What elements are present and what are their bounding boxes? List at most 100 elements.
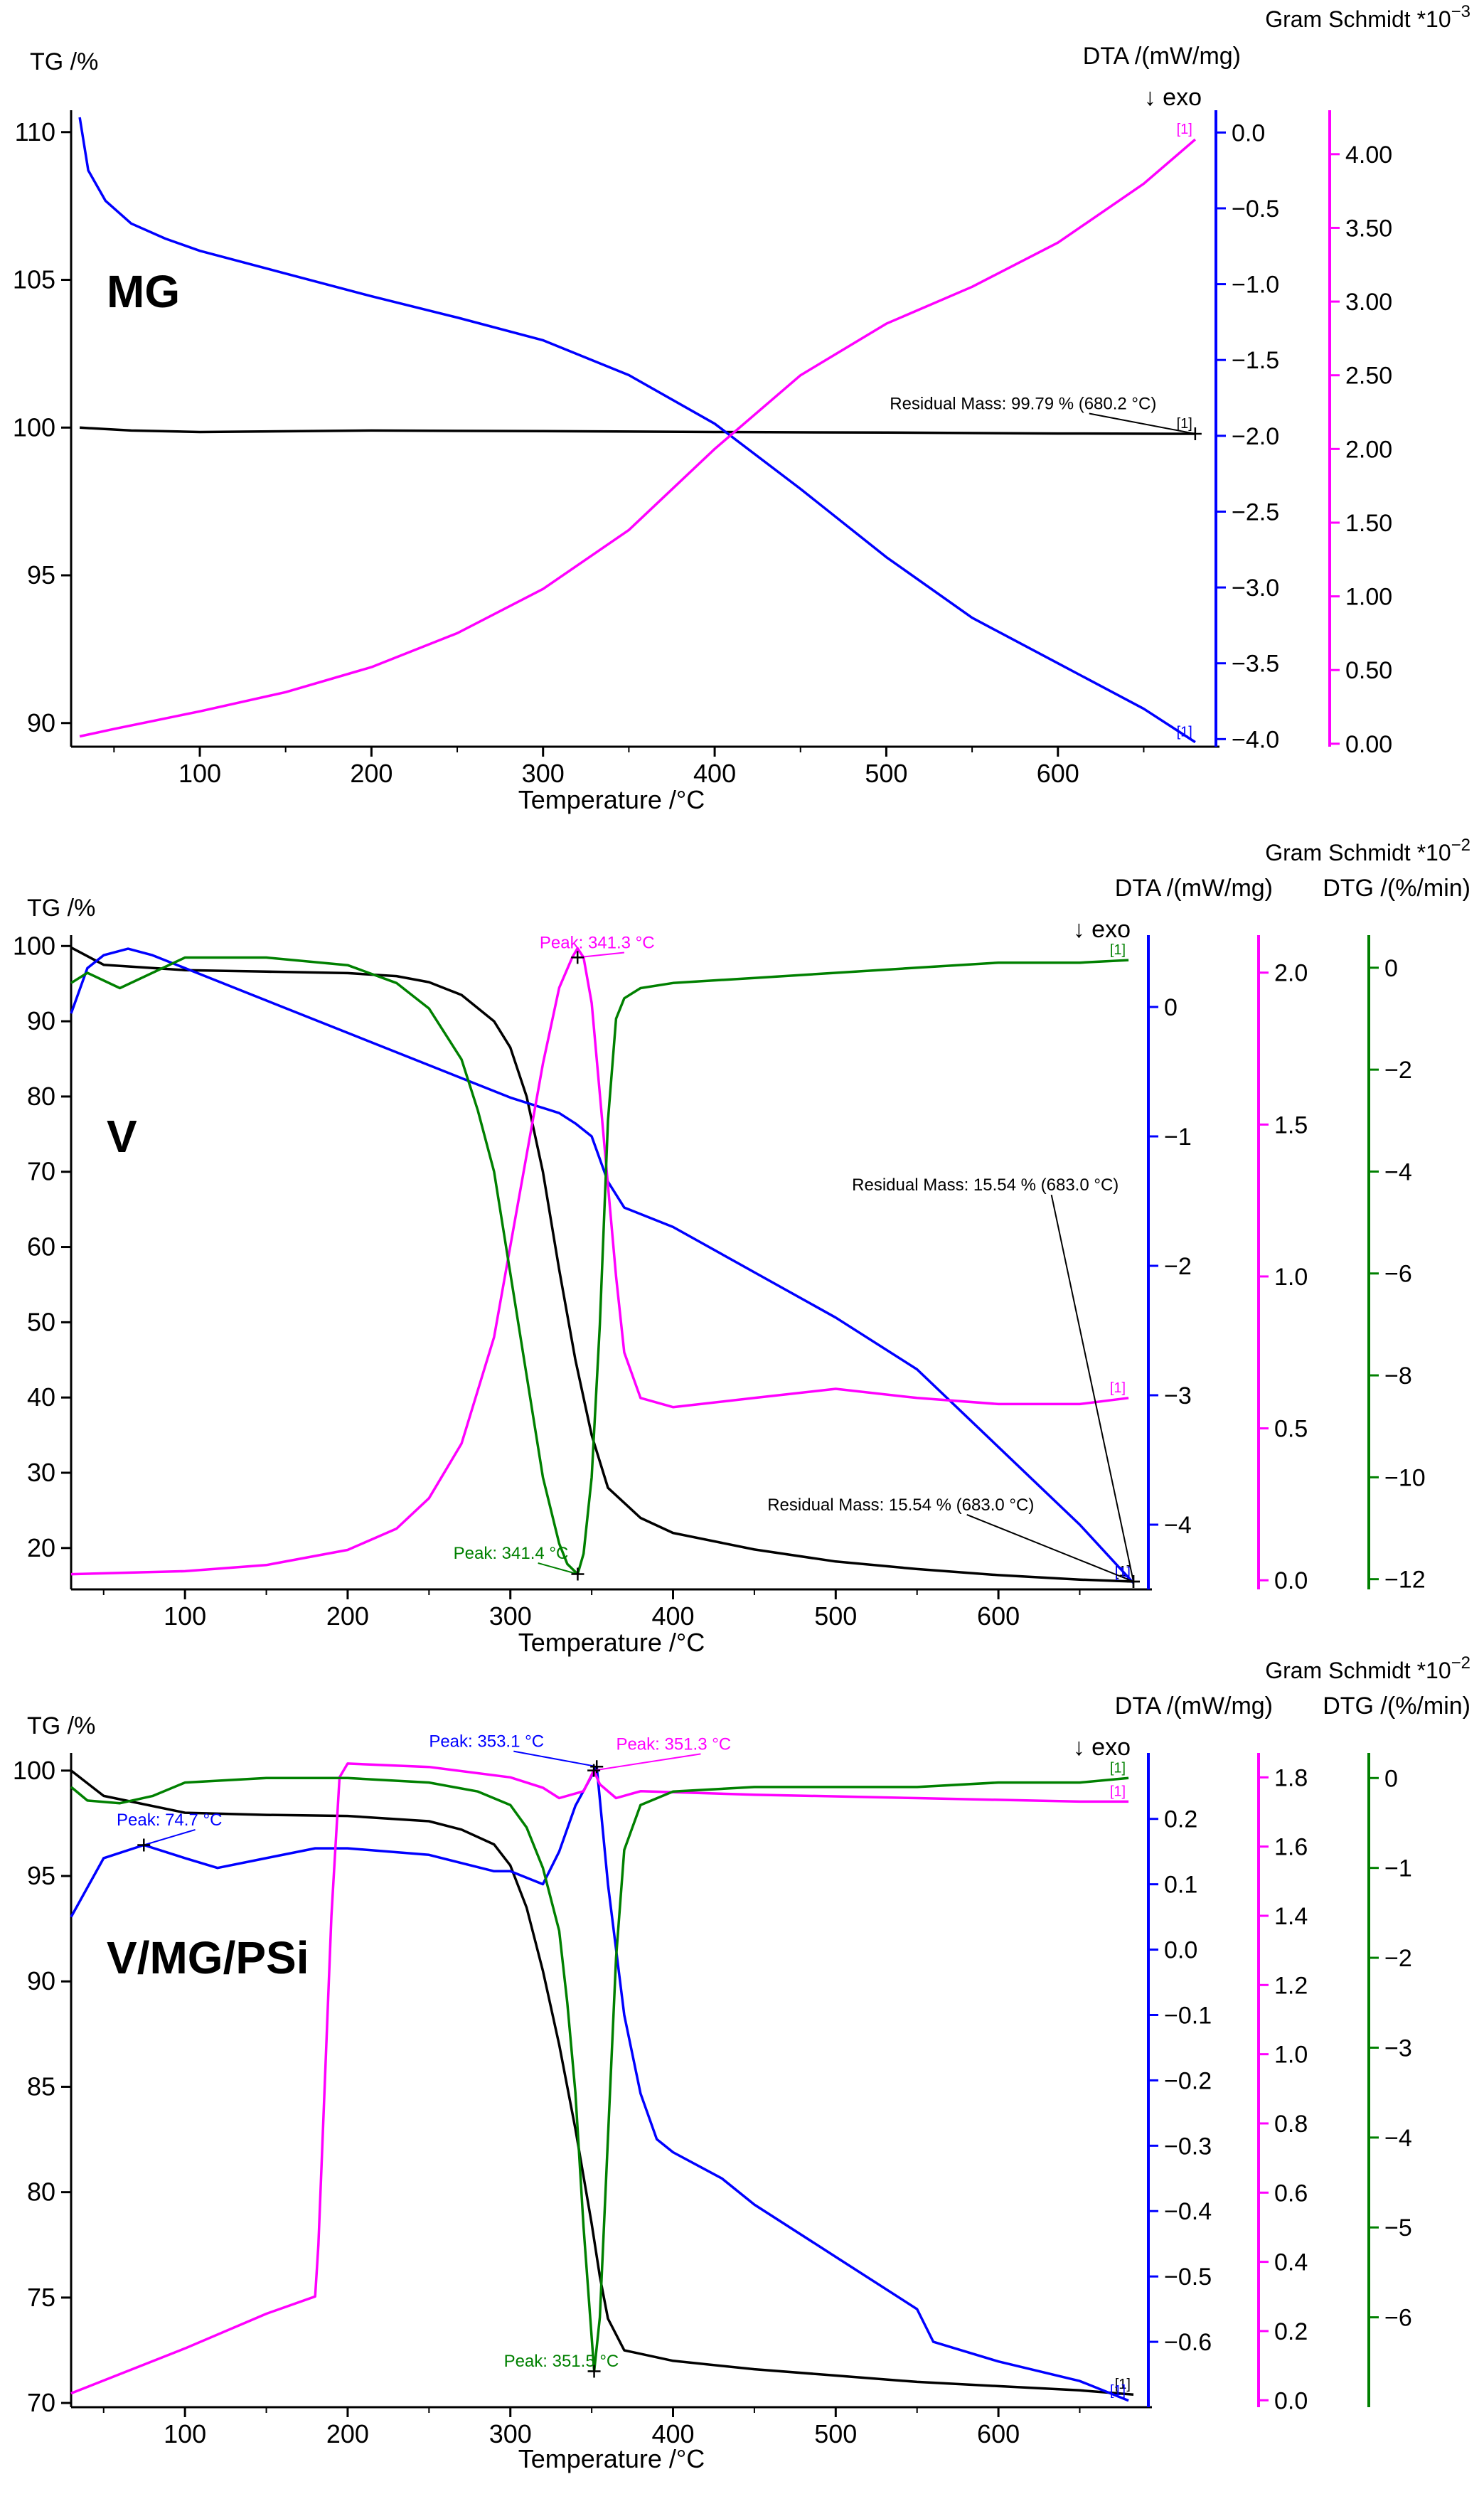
tg-tick-label: 75	[27, 2283, 55, 2312]
gs-tick-label: 2.0	[1274, 960, 1308, 987]
dta-axis-title: DTA /(mW/mg)	[1115, 875, 1273, 902]
dtg-tick-label: −12	[1384, 1567, 1426, 1594]
series-end-marker: [1]	[1110, 2383, 1126, 2399]
gram-schmidt-exponent: −2	[1451, 836, 1470, 855]
dta-tick-label: 0.1	[1164, 1872, 1197, 1899]
gram-schmidt-title: Gram Schmidt *10−2	[1265, 1653, 1470, 1683]
gram-schmidt-title-text: Gram Schmidt *10	[1265, 1658, 1451, 1683]
dta-axis-title: DTA /(mW/mg)	[1115, 1693, 1273, 1720]
gs-tick-label: 3.50	[1345, 215, 1392, 242]
gs-tick-label: 0.6	[1274, 2180, 1308, 2207]
dtg-tick-label: −6	[1384, 2305, 1412, 2332]
dta-tick-label: −3.0	[1232, 575, 1279, 602]
peak-marker	[571, 951, 584, 964]
tg-tick-label: 90	[27, 1006, 55, 1035]
sample-label: V	[107, 1111, 137, 1162]
dta-tick-label: −4.0	[1232, 726, 1279, 753]
gs-tick-label: 1.4	[1274, 1903, 1308, 1930]
gs-tick-label: 0.4	[1274, 2249, 1308, 2276]
x-tick-label: 400	[651, 1601, 694, 1631]
series-gram-schmidt-line	[70, 1762, 1129, 2395]
gs-tick-label: 1.8	[1274, 1764, 1308, 1791]
tg-tick-label: 80	[27, 2177, 55, 2207]
series-gram-schmidt-line	[79, 138, 1197, 738]
x-tick-label: 100	[164, 1601, 206, 1631]
dta-tick-label: −0.4	[1164, 2198, 1212, 2225]
x-tick-label: 500	[814, 2419, 857, 2448]
tg-axis-title: TG /%	[30, 48, 98, 75]
series-end-marker: [1]	[1110, 1760, 1126, 1776]
dta-tick-label: −0.3	[1164, 2133, 1212, 2160]
peak-marker	[587, 2365, 601, 2378]
series-end-marker: [1]	[1110, 1784, 1126, 1799]
dta-tick-label: 0	[1164, 994, 1178, 1021]
dtg-tick-label: −2	[1384, 1057, 1412, 1084]
tg-tick-label: 95	[27, 1861, 55, 1890]
gs-tick-label: 1.50	[1345, 510, 1392, 537]
annotation-label: Residual Mass: 15.54 % (683.0 °C)	[767, 1496, 1034, 1515]
peak-marker	[571, 1567, 584, 1581]
gs-tick-label: 1.0	[1274, 1264, 1308, 1291]
series-tg-line	[80, 426, 1195, 435]
tg-tick-label: 30	[27, 1458, 55, 1487]
tg-tick-label: 40	[27, 1382, 55, 1412]
tg-tick-label: 50	[27, 1307, 55, 1336]
series-dta-line	[78, 117, 1196, 744]
tg-axis-title: TG /%	[27, 895, 95, 922]
gs-tick-label: 1.0	[1274, 2042, 1308, 2069]
x-tick-label: 300	[522, 759, 565, 788]
gs-tick-label: 1.5	[1274, 1112, 1308, 1139]
tg-tick-label: 105	[13, 265, 55, 294]
x-tick-label: 600	[1037, 759, 1079, 788]
x-tick-label: 100	[178, 759, 221, 788]
chart-panel-1: 100 200 300 400 500 600 Temperature /°C 90 95 100…	[13, 2, 1470, 814]
dta-tick-label: −0.5	[1164, 2264, 1212, 2291]
peak-marker	[137, 1838, 151, 1852]
x-tick-label: 300	[489, 2419, 532, 2448]
gs-tick-label: 2.50	[1345, 363, 1392, 390]
peak-marker	[1188, 427, 1202, 440]
sample-label: MG	[107, 266, 180, 317]
dta-tick-label: −3	[1164, 1382, 1192, 1409]
exo-indicator: ↓ exo	[1073, 916, 1131, 943]
dta-tick-label: −3.5	[1232, 651, 1279, 678]
dta-tick-label: 0.0	[1164, 1937, 1197, 1964]
dtg-axis-title: DTG /(%/min)	[1323, 1693, 1470, 1720]
dta-tick-label: −0.1	[1164, 2002, 1212, 2029]
series-dtg-line	[70, 1776, 1129, 2373]
gs-tick-label: 0.5	[1274, 1416, 1308, 1443]
annotation-label: Peak: 351.3 °C	[616, 1734, 731, 1754]
dta-tick-label: −1.5	[1232, 347, 1279, 374]
peak-marker	[587, 1764, 601, 1777]
exo-indicator: ↓ exo	[1144, 84, 1202, 111]
x-tick-label: 600	[977, 2419, 1020, 2448]
series-end-marker: [1]	[1110, 942, 1126, 958]
x-axis-label: Temperature /°C	[518, 785, 705, 814]
annotation-leader	[1050, 1194, 1134, 1582]
annotation-label: Peak: 341.3 °C	[540, 934, 655, 953]
series-gram-schmidt-line	[70, 947, 1129, 1576]
series-end-marker: [1]	[1177, 122, 1192, 137]
annotation-leader	[593, 1753, 701, 1771]
dtg-tick-label: −5	[1384, 2214, 1412, 2242]
dtg-tick-label: −10	[1384, 1464, 1426, 1491]
gs-tick-label: 0.0	[1274, 2387, 1308, 2414]
dtg-axis-title: DTG /(%/min)	[1323, 875, 1470, 902]
gs-tick-label: 0.0	[1274, 1567, 1308, 1594]
dtg-tick-label: −8	[1384, 1363, 1412, 1390]
x-tick-label: 200	[326, 2419, 369, 2448]
annotation-label: Peak: 351.5 °C	[504, 2352, 619, 2371]
annotation-leader	[538, 1562, 578, 1575]
annotation-leader	[1089, 412, 1196, 435]
tg-tick-label: 70	[27, 2388, 55, 2417]
tg-tick-label: 95	[27, 560, 55, 590]
series-end-marker: [1]	[1115, 1565, 1131, 1581]
dta-tick-label: −2	[1164, 1253, 1192, 1280]
dta-axis-title: DTA /(mW/mg)	[1083, 43, 1241, 70]
tg-tick-label: 80	[27, 1082, 55, 1111]
gs-tick-label: 1.6	[1274, 1834, 1308, 1861]
annotation-leader	[513, 1750, 597, 1768]
annotation-leader	[577, 952, 625, 959]
dta-tick-label: 0.0	[1232, 119, 1265, 146]
gs-tick-label: 2.00	[1345, 436, 1392, 463]
